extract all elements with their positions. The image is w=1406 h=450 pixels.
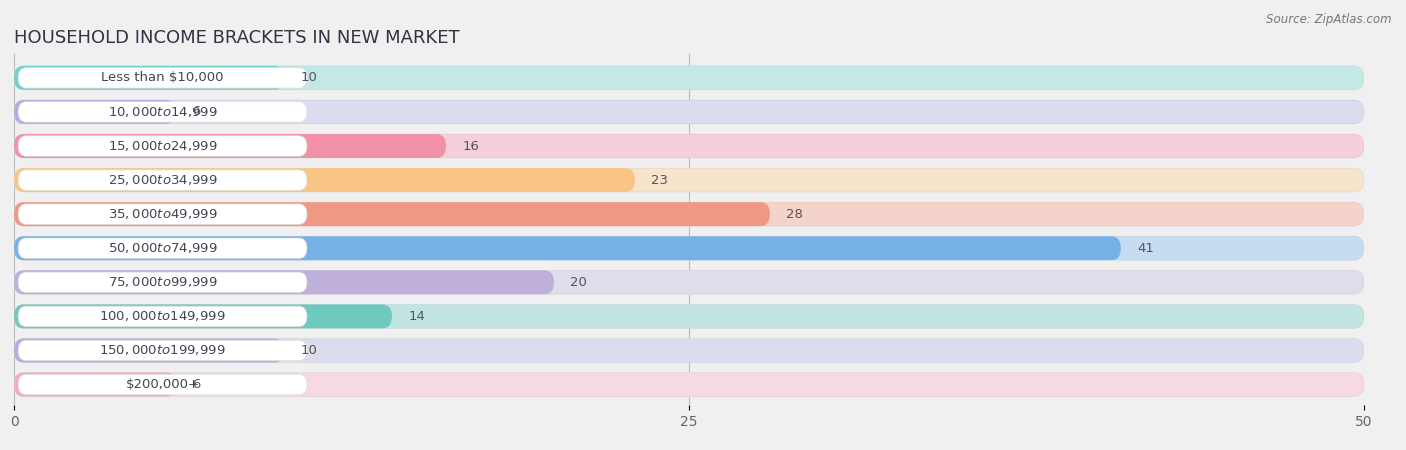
FancyBboxPatch shape <box>14 202 1364 226</box>
FancyBboxPatch shape <box>14 202 770 226</box>
FancyBboxPatch shape <box>14 338 284 362</box>
FancyBboxPatch shape <box>18 68 307 88</box>
FancyBboxPatch shape <box>14 100 1364 124</box>
FancyBboxPatch shape <box>14 66 1364 90</box>
FancyBboxPatch shape <box>14 168 1364 192</box>
FancyBboxPatch shape <box>14 305 1364 328</box>
Text: 14: 14 <box>408 310 425 323</box>
Text: $75,000 to $99,999: $75,000 to $99,999 <box>108 275 218 289</box>
FancyBboxPatch shape <box>14 373 1364 396</box>
FancyBboxPatch shape <box>14 338 1364 362</box>
FancyBboxPatch shape <box>14 305 1364 328</box>
FancyBboxPatch shape <box>14 134 1364 158</box>
FancyBboxPatch shape <box>14 134 446 158</box>
Text: 16: 16 <box>463 140 479 153</box>
FancyBboxPatch shape <box>18 204 307 225</box>
FancyBboxPatch shape <box>14 100 1364 124</box>
FancyBboxPatch shape <box>18 102 307 122</box>
FancyBboxPatch shape <box>14 270 554 294</box>
FancyBboxPatch shape <box>18 340 307 361</box>
FancyBboxPatch shape <box>14 100 176 124</box>
Text: 6: 6 <box>193 378 201 391</box>
FancyBboxPatch shape <box>14 373 1364 396</box>
Text: 6: 6 <box>193 105 201 118</box>
FancyBboxPatch shape <box>14 168 636 192</box>
FancyBboxPatch shape <box>14 236 1121 260</box>
Text: $150,000 to $199,999: $150,000 to $199,999 <box>100 343 226 357</box>
FancyBboxPatch shape <box>18 374 307 395</box>
FancyBboxPatch shape <box>14 236 1364 260</box>
FancyBboxPatch shape <box>18 272 307 292</box>
FancyBboxPatch shape <box>18 170 307 190</box>
Text: HOUSEHOLD INCOME BRACKETS IN NEW MARKET: HOUSEHOLD INCOME BRACKETS IN NEW MARKET <box>14 29 460 47</box>
Text: 28: 28 <box>786 207 803 220</box>
Text: $25,000 to $34,999: $25,000 to $34,999 <box>108 173 218 187</box>
Text: $35,000 to $49,999: $35,000 to $49,999 <box>108 207 218 221</box>
Text: 23: 23 <box>651 174 668 187</box>
Text: $200,000+: $200,000+ <box>125 378 200 391</box>
FancyBboxPatch shape <box>14 270 1364 294</box>
FancyBboxPatch shape <box>18 136 307 156</box>
Text: 20: 20 <box>571 276 588 289</box>
FancyBboxPatch shape <box>14 202 1364 226</box>
FancyBboxPatch shape <box>14 66 284 90</box>
Text: Less than $10,000: Less than $10,000 <box>101 72 224 84</box>
FancyBboxPatch shape <box>14 373 176 396</box>
Text: Source: ZipAtlas.com: Source: ZipAtlas.com <box>1267 14 1392 27</box>
FancyBboxPatch shape <box>14 168 1364 192</box>
FancyBboxPatch shape <box>14 305 392 328</box>
FancyBboxPatch shape <box>14 270 1364 294</box>
Text: 10: 10 <box>301 344 318 357</box>
Text: 41: 41 <box>1137 242 1154 255</box>
FancyBboxPatch shape <box>14 338 1364 362</box>
Text: $15,000 to $24,999: $15,000 to $24,999 <box>108 139 218 153</box>
Text: 10: 10 <box>301 72 318 84</box>
FancyBboxPatch shape <box>14 236 1364 260</box>
Text: $100,000 to $149,999: $100,000 to $149,999 <box>100 310 226 324</box>
FancyBboxPatch shape <box>18 238 307 258</box>
FancyBboxPatch shape <box>14 66 1364 90</box>
FancyBboxPatch shape <box>14 134 1364 158</box>
Text: $10,000 to $14,999: $10,000 to $14,999 <box>108 105 218 119</box>
Text: $50,000 to $74,999: $50,000 to $74,999 <box>108 241 218 255</box>
FancyBboxPatch shape <box>18 306 307 327</box>
